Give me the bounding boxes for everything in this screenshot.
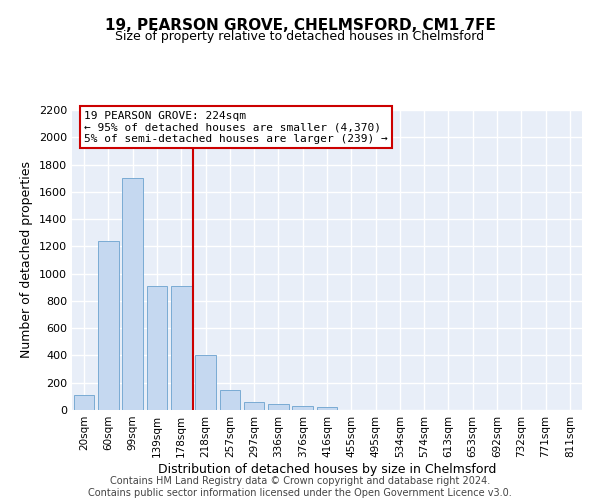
- Text: 19 PEARSON GROVE: 224sqm
← 95% of detached houses are smaller (4,370)
5% of semi: 19 PEARSON GROVE: 224sqm ← 95% of detach…: [84, 110, 388, 144]
- Bar: [74, 395, 94, 410]
- Text: Contains HM Land Registry data © Crown copyright and database right 2024.
Contai: Contains HM Land Registry data © Crown c…: [88, 476, 512, 498]
- Text: 19, PEARSON GROVE, CHELMSFORD, CM1 7FE: 19, PEARSON GROVE, CHELMSFORD, CM1 7FE: [104, 18, 496, 32]
- Bar: [268, 404, 289, 410]
- Bar: [171, 286, 191, 410]
- X-axis label: Distribution of detached houses by size in Chelmsford: Distribution of detached houses by size …: [158, 462, 496, 475]
- Bar: [122, 178, 143, 410]
- Bar: [195, 356, 216, 410]
- Bar: [98, 241, 119, 410]
- Bar: [244, 402, 265, 410]
- Bar: [146, 286, 167, 410]
- Text: Size of property relative to detached houses in Chelmsford: Size of property relative to detached ho…: [115, 30, 485, 43]
- Bar: [220, 390, 240, 410]
- Bar: [317, 408, 337, 410]
- Bar: [292, 406, 313, 410]
- Y-axis label: Number of detached properties: Number of detached properties: [20, 162, 34, 358]
